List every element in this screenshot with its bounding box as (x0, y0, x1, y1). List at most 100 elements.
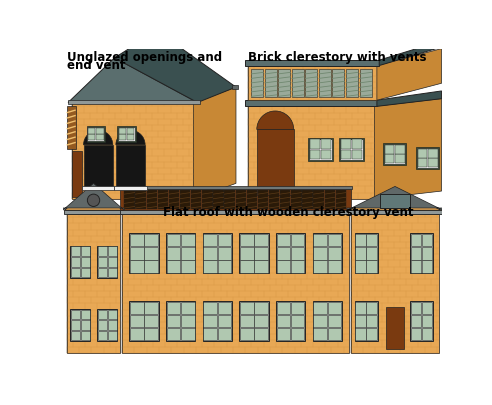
Bar (108, 330, 117, 341)
Bar (254, 315, 268, 327)
Bar (328, 234, 341, 247)
Bar (355, 302, 366, 314)
Bar (145, 260, 158, 273)
Bar (265, 68, 277, 97)
Bar (254, 234, 268, 247)
Bar (276, 233, 305, 273)
Bar (72, 102, 194, 199)
Bar (87, 126, 105, 142)
Bar (410, 233, 433, 273)
Bar (240, 302, 253, 314)
Bar (333, 68, 344, 97)
Bar (422, 234, 432, 247)
Bar (422, 247, 432, 260)
Bar (145, 328, 158, 341)
Bar (325, 190, 335, 209)
Bar (277, 260, 290, 273)
Bar (145, 302, 158, 314)
Bar (71, 257, 80, 267)
Bar (416, 147, 439, 169)
Bar (72, 102, 194, 199)
Polygon shape (348, 189, 442, 210)
Bar (313, 234, 327, 247)
Bar (127, 134, 134, 140)
Bar (310, 139, 320, 149)
Wedge shape (116, 130, 145, 145)
Bar (367, 260, 377, 273)
Circle shape (88, 194, 100, 207)
Wedge shape (84, 130, 113, 145)
Bar (257, 130, 294, 195)
Bar (217, 328, 231, 341)
Bar (181, 328, 194, 341)
Bar (124, 190, 135, 209)
Bar (422, 328, 432, 341)
Bar (319, 68, 331, 97)
Bar (308, 138, 333, 161)
Bar (167, 302, 180, 314)
Bar (108, 247, 117, 256)
Bar (191, 190, 201, 209)
Bar (81, 330, 90, 341)
Bar (145, 315, 158, 327)
Bar (217, 260, 231, 273)
Bar (348, 210, 442, 214)
Bar (411, 234, 421, 247)
Bar (64, 210, 123, 214)
Wedge shape (257, 111, 294, 130)
Bar (167, 234, 180, 247)
Bar (129, 233, 158, 273)
Bar (411, 247, 421, 260)
Bar (254, 328, 268, 341)
Bar (328, 328, 341, 341)
Bar (130, 302, 144, 314)
Bar (367, 302, 377, 314)
Bar (70, 309, 91, 341)
Bar (202, 190, 213, 209)
Bar (88, 134, 95, 140)
Bar (88, 128, 95, 134)
Bar (428, 149, 438, 158)
Bar (277, 247, 290, 260)
Bar (313, 247, 327, 260)
Bar (380, 194, 410, 208)
Bar (422, 260, 432, 273)
Bar (367, 247, 377, 260)
Bar (203, 328, 217, 341)
Text: Brick clerestory with vents: Brick clerestory with vents (247, 51, 426, 64)
Bar (82, 186, 114, 190)
Bar (247, 66, 377, 100)
Bar (127, 128, 134, 134)
Bar (119, 128, 126, 134)
Bar (328, 260, 341, 273)
Polygon shape (374, 99, 442, 199)
Bar (81, 268, 90, 277)
Bar (291, 234, 305, 247)
Bar (336, 190, 346, 209)
Bar (340, 150, 351, 160)
Bar (108, 257, 117, 267)
Bar (395, 145, 404, 154)
Bar (232, 85, 238, 89)
Bar (97, 309, 118, 341)
Bar (346, 68, 358, 97)
Bar (240, 234, 253, 247)
Bar (251, 68, 263, 97)
Bar (119, 185, 352, 189)
Bar (277, 234, 290, 247)
Bar (66, 214, 121, 353)
Bar (181, 315, 194, 327)
Bar (169, 190, 179, 209)
Bar (98, 310, 107, 320)
Bar (247, 107, 374, 199)
Bar (130, 328, 144, 341)
Bar (360, 68, 371, 97)
Bar (313, 190, 324, 209)
Bar (167, 315, 180, 327)
Bar (321, 150, 332, 160)
Bar (278, 68, 290, 97)
Bar (291, 302, 305, 314)
Bar (108, 320, 117, 330)
Bar (88, 127, 104, 141)
Bar (71, 320, 80, 330)
